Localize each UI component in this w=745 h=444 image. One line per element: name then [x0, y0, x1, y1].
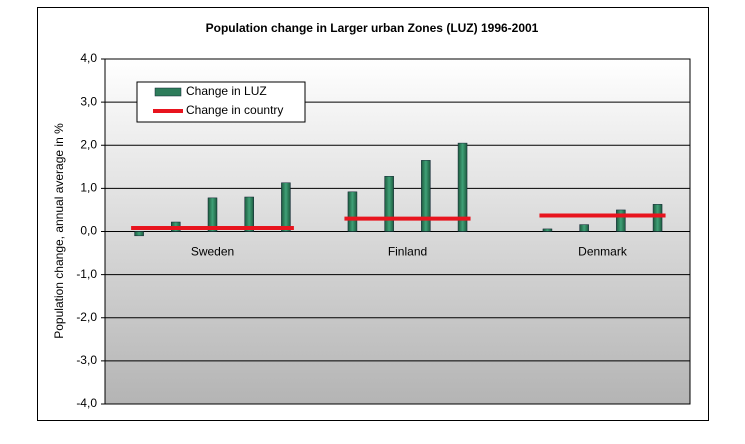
chart-title: Population change in Larger urban Zones … — [206, 21, 539, 35]
y-tick-label: -1,0 — [76, 267, 97, 281]
bar — [579, 224, 589, 232]
y-tick-label: 1,0 — [80, 181, 97, 195]
bar — [616, 209, 626, 232]
y-tick-label: 2,0 — [80, 137, 97, 151]
x-tick-label: Finland — [388, 245, 427, 259]
x-tick-label: Denmark — [578, 245, 628, 259]
y-tick-label: -4,0 — [76, 396, 97, 410]
bar — [134, 231, 144, 237]
bar — [347, 191, 358, 232]
bar — [244, 196, 254, 232]
y-tick-label: 4,0 — [80, 51, 97, 65]
legend-swatch — [154, 87, 182, 97]
bar — [421, 160, 431, 232]
bar — [207, 197, 218, 232]
y-tick-label: 3,0 — [80, 94, 97, 108]
y-axis-title: Population change, annual average in % — [52, 123, 66, 339]
bar — [457, 142, 468, 232]
legend-label: Change in LUZ — [186, 84, 267, 98]
bar — [542, 228, 553, 232]
legend-label: Change in country — [186, 103, 283, 117]
bar — [652, 204, 663, 232]
x-tick-label: Sweden — [191, 245, 234, 259]
y-tick-label: -2,0 — [76, 310, 97, 324]
y-tick-label: -3,0 — [76, 353, 97, 367]
bar — [384, 176, 394, 232]
y-tick-label: 0,0 — [80, 224, 97, 238]
bar — [281, 182, 291, 232]
